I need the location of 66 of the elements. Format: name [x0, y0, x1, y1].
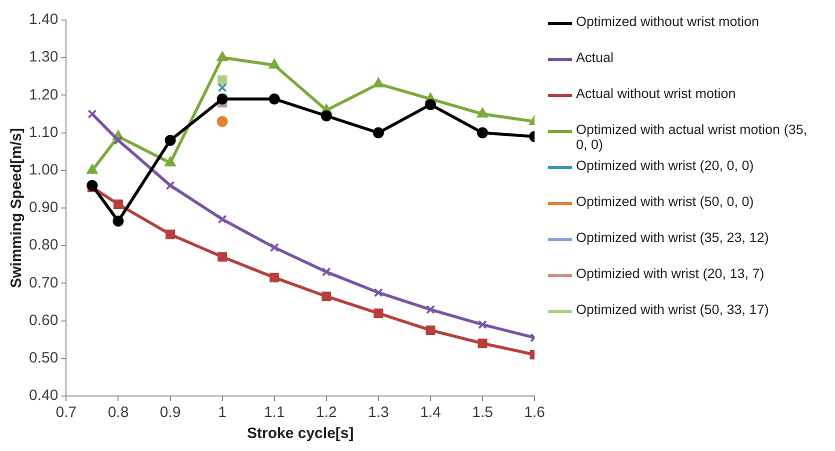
- legend-label: Actual: [576, 50, 614, 65]
- x-axis-title: Stroke cycle[s]: [247, 425, 354, 442]
- point: [166, 230, 176, 240]
- point: [88, 109, 97, 119]
- x-tick-label: 0.8: [108, 404, 129, 422]
- point: [424, 99, 436, 110]
- x-tick-label: 0.7: [56, 404, 77, 422]
- y-tick-label: 0.60: [28, 312, 58, 329]
- point: [112, 216, 124, 227]
- y-tick-label: 1.30: [28, 48, 58, 66]
- point: [218, 214, 227, 224]
- y-tick-label: 0.80: [28, 236, 58, 254]
- point: [268, 93, 280, 104]
- point: [268, 58, 280, 69]
- point: [216, 116, 228, 128]
- point: [477, 127, 488, 138]
- y-tick-label: 0.70: [28, 274, 58, 292]
- point: [476, 108, 488, 118]
- point: [426, 304, 436, 314]
- point: [216, 51, 228, 62]
- y-tick-label: 1.40: [28, 11, 58, 28]
- y-tick-label: 0.90: [28, 199, 58, 216]
- y-tick-label: 0.50: [28, 350, 58, 367]
- x-tick-label: 1.4: [420, 404, 441, 422]
- point: [86, 180, 98, 191]
- x-tick-label: 1: [218, 404, 226, 422]
- point: [426, 325, 436, 335]
- legend-label: Optimized with actual wrist motion (35, 0, 0): [576, 122, 808, 152]
- point: [164, 156, 176, 166]
- point: [320, 110, 332, 122]
- point: [114, 136, 123, 145]
- y-tick-label: 1.10: [28, 124, 58, 141]
- point: [218, 252, 228, 262]
- x-tick-label: 1.5: [472, 404, 493, 422]
- point: [113, 200, 123, 209]
- legend-label: Optimized with wrist (35, 23, 12): [576, 230, 769, 245]
- point: [270, 272, 280, 282]
- point: [218, 75, 228, 85]
- point: [322, 267, 331, 276]
- legend-label: Optimized with wrist (50, 0, 0): [576, 194, 754, 209]
- point: [374, 288, 383, 298]
- x-tick-label: 1.1: [264, 404, 285, 422]
- legend-label: Optimizied with wrist (20, 13, 7): [576, 266, 764, 281]
- legend-label: Optimized with wrist (50, 33, 17): [576, 302, 769, 317]
- y-axis-title: Swimming Speed[m/s]: [8, 128, 26, 288]
- legend-label: Optimized without wrist motion: [576, 14, 760, 29]
- point: [372, 77, 384, 88]
- point: [372, 127, 384, 138]
- point: [86, 164, 98, 174]
- point: [322, 292, 332, 302]
- point: [166, 180, 175, 190]
- point: [218, 83, 227, 92]
- x-tick-label: 1.2: [316, 404, 337, 422]
- y-tick-label: 0.40: [28, 387, 58, 404]
- x-tick-label: 1.3: [368, 404, 389, 422]
- point: [374, 308, 384, 318]
- point: [270, 242, 279, 252]
- x-tick-label: 1.6: [524, 404, 546, 422]
- legend-label: Actual without wrist motion: [576, 86, 736, 101]
- point: [164, 134, 176, 146]
- point: [478, 338, 488, 348]
- x-tick-label: 0.9: [160, 404, 181, 422]
- y-tick-label: 1.00: [28, 162, 58, 179]
- y-tick-label: 1.20: [28, 86, 58, 104]
- legend-label: Optimized with wrist (20, 0, 0): [576, 158, 754, 173]
- point: [478, 320, 488, 330]
